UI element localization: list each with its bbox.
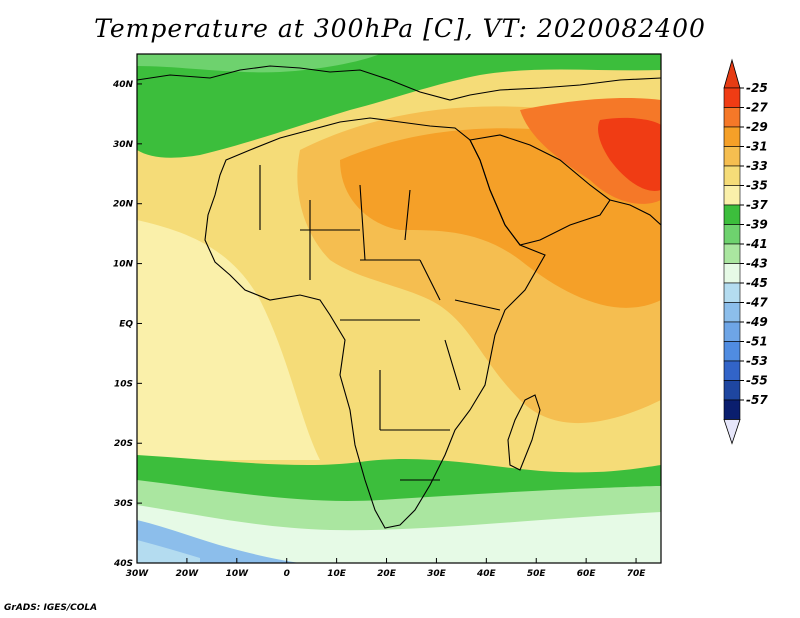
colorbar-label: -25 (746, 81, 768, 95)
africa-coastline (204, 117, 546, 529)
colorbar-swatch (723, 224, 741, 245)
madagascar (507, 394, 541, 471)
arabian-peninsula (469, 134, 611, 246)
colorbar-swatch (723, 165, 741, 186)
colorbar-swatch (723, 146, 741, 167)
lon-tick-label: 30W (126, 569, 150, 579)
lon-tick-label: 10E (327, 569, 347, 579)
colorbar-label: -49 (746, 315, 768, 329)
lon-tick-label: 20W (176, 569, 200, 579)
africa-borders (259, 165, 501, 481)
field-south-blue-light (137, 540, 200, 563)
colorbar-label: -29 (746, 120, 768, 134)
colorbar-label: -33 (746, 159, 768, 173)
colorbar-swatch (723, 185, 741, 206)
lon-tick-label: 60E (577, 569, 597, 579)
colorbar-swatch (723, 360, 741, 381)
lat-tick-label: 20S (114, 439, 133, 449)
colorbar-label: -57 (746, 393, 768, 407)
colorbar-swatch (723, 126, 741, 147)
colorbar: -25 -27 -29 -31 -33 -35 -37 -39 -41 -43 -45 -47 -49 -… (723, 58, 768, 445)
colorbar-swatch (723, 263, 741, 284)
colorbar-label: -39 (746, 218, 768, 232)
lon-tick-label: 50E (527, 569, 547, 579)
colorbar-label: -47 (746, 296, 768, 310)
latitude-labels: 40N 30N 20N 10N EQ 10S 20S 30S 40S (112, 80, 134, 569)
colorbar-swatch (723, 204, 741, 225)
colorbar-label: -31 (746, 140, 768, 154)
lat-tick-label: 30N (113, 140, 134, 150)
lat-tick-label: 30S (114, 499, 133, 509)
colorbar-top-arrow (723, 58, 741, 89)
map-frame (136, 53, 662, 564)
field-north-green (137, 54, 661, 158)
colorbar-swatch (723, 282, 741, 303)
lon-tick-label: 70E (627, 569, 647, 579)
colorbar-swatch (723, 321, 741, 342)
colorbar-label: -37 (746, 198, 768, 212)
lon-tick-label: 40E (476, 569, 497, 579)
field-south-pale (137, 505, 661, 563)
colorbar-label: -41 (746, 237, 768, 251)
colorbar-swatch (723, 341, 741, 362)
lat-tick-label: 20N (113, 200, 134, 210)
colorbar-label: -55 (746, 374, 768, 388)
colorbar-label: -35 (746, 179, 768, 193)
lon-tick-label: 10W (226, 569, 250, 579)
longitude-labels: 30W 20W 10W 0 10E 20E 30E 40E 50E 60E 70E (126, 569, 646, 579)
colorbar-label: -45 (746, 276, 768, 290)
lon-tick-label: 20E (377, 569, 397, 579)
lat-tick-label: 10S (114, 379, 133, 389)
south-asia-coast (609, 199, 661, 226)
lat-tick-label: EQ (119, 319, 133, 329)
colorbar-label: -51 (746, 335, 768, 349)
colorbar-swatch (723, 243, 741, 264)
lon-tick-label: 0 (284, 569, 290, 579)
grads-credit: GrADS: IGES/COLA (4, 603, 98, 613)
lon-tick-label: 30E (427, 569, 447, 579)
colorbar-swatch (723, 87, 741, 108)
colorbar-swatch (723, 107, 741, 128)
field-light-yellow-west (137, 220, 320, 460)
colorbar-swatch (723, 380, 741, 401)
colorbar-swatch (723, 399, 741, 420)
coastlines (137, 65, 661, 529)
lat-tick-label: 40N (112, 80, 134, 90)
lat-tick-label: 40S (113, 559, 133, 569)
field-north-light-green (137, 54, 380, 73)
colorbar-label: -27 (746, 101, 768, 115)
field-hot-core (598, 117, 661, 191)
colorbar-swatch (723, 302, 741, 323)
colorbar-bottom-arrow (723, 419, 741, 445)
map-title: Temperature at 300hPa [C], VT: 202008240… (94, 14, 706, 43)
temperature-map (137, 54, 661, 563)
europe-coast (137, 65, 661, 101)
colorbar-label: -53 (746, 354, 768, 368)
lat-tick-label: 10N (113, 260, 134, 270)
colorbar-label: -43 (746, 257, 768, 271)
